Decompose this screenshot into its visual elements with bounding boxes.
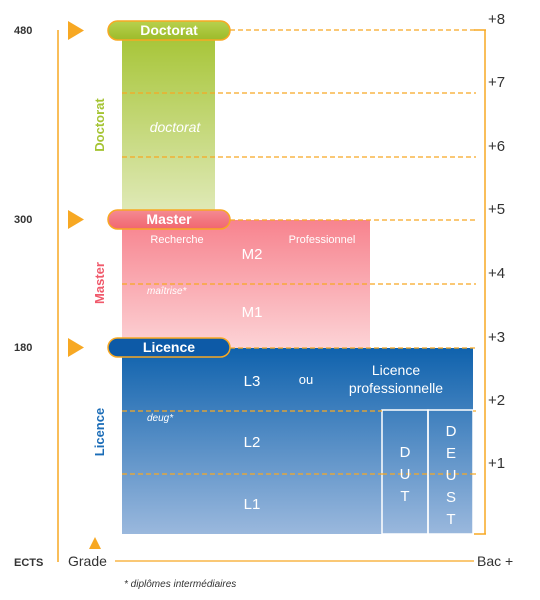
- licence-pro-line2: professionnelle: [349, 380, 443, 396]
- bac-plus-1: +1: [488, 455, 505, 472]
- doctorat-vertical-label: Doctorat: [92, 98, 107, 152]
- deust-letter: U: [446, 467, 457, 484]
- dut-letter: D: [400, 444, 411, 461]
- bac-plus-6: +6: [488, 138, 505, 155]
- deust-box: [427, 409, 474, 535]
- licence-bar: [122, 348, 473, 534]
- dut-letter: T: [400, 488, 409, 505]
- master-pill: Master: [107, 209, 231, 230]
- doctorat-bar: [122, 30, 215, 210]
- bac-plus-8: +8: [488, 11, 505, 28]
- licence-deug: deug*: [147, 413, 174, 424]
- master-m2: M2: [242, 246, 263, 263]
- triangle-480-icon: [68, 21, 84, 40]
- licence-pill-label: Licence: [143, 339, 195, 355]
- dut-letter: U: [400, 466, 411, 483]
- bac-plus-2: +2: [488, 392, 505, 409]
- licence-pro-line1: Licence: [372, 362, 420, 378]
- master-maitrise: maîtrise*: [147, 286, 188, 297]
- triangle-180-icon: [68, 338, 84, 357]
- grade-label: Grade: [68, 553, 107, 569]
- master-recherche: Recherche: [150, 234, 203, 246]
- bac-plus-5: +5: [488, 201, 505, 218]
- ects-180: 180: [14, 342, 32, 354]
- licence-l1: L1: [244, 496, 261, 513]
- master-pill-label: Master: [146, 211, 192, 227]
- bac-plus-3: +3: [488, 329, 505, 346]
- doctorat-pill-label: Doctorat: [140, 22, 198, 38]
- bac-plus-7: +7: [488, 74, 505, 91]
- master-m1: M1: [242, 304, 263, 321]
- level-lines: [122, 29, 476, 475]
- licence-ou: ou: [299, 372, 313, 387]
- deust-letter: T: [446, 511, 455, 528]
- licence-l2: L2: [244, 434, 261, 451]
- licence-l3: L3: [244, 373, 261, 390]
- doctorat-inner-label: doctorat: [150, 119, 202, 135]
- doctorat-pill: Doctorat: [107, 20, 231, 41]
- deust-letter: S: [446, 489, 456, 506]
- ects-300: 300: [14, 214, 32, 226]
- licence-pill: Licence: [107, 337, 231, 358]
- grade-arrow-icon: [89, 537, 101, 549]
- ects-label: ECTS: [14, 557, 43, 569]
- bac-axis-label: Bac +: [477, 553, 513, 569]
- licence-vertical-label: Licence: [92, 408, 107, 456]
- master-vertical-label: Master: [92, 262, 107, 304]
- ects-480: 480: [14, 25, 32, 37]
- deust-letter: D: [446, 423, 457, 440]
- deust-letter: E: [446, 445, 456, 462]
- master-professionnel: Professionnel: [289, 234, 356, 246]
- footnote: * diplômes intermédiaires: [124, 579, 236, 590]
- bac-plus-4: +4: [488, 265, 505, 282]
- triangle-300-icon: [68, 210, 84, 229]
